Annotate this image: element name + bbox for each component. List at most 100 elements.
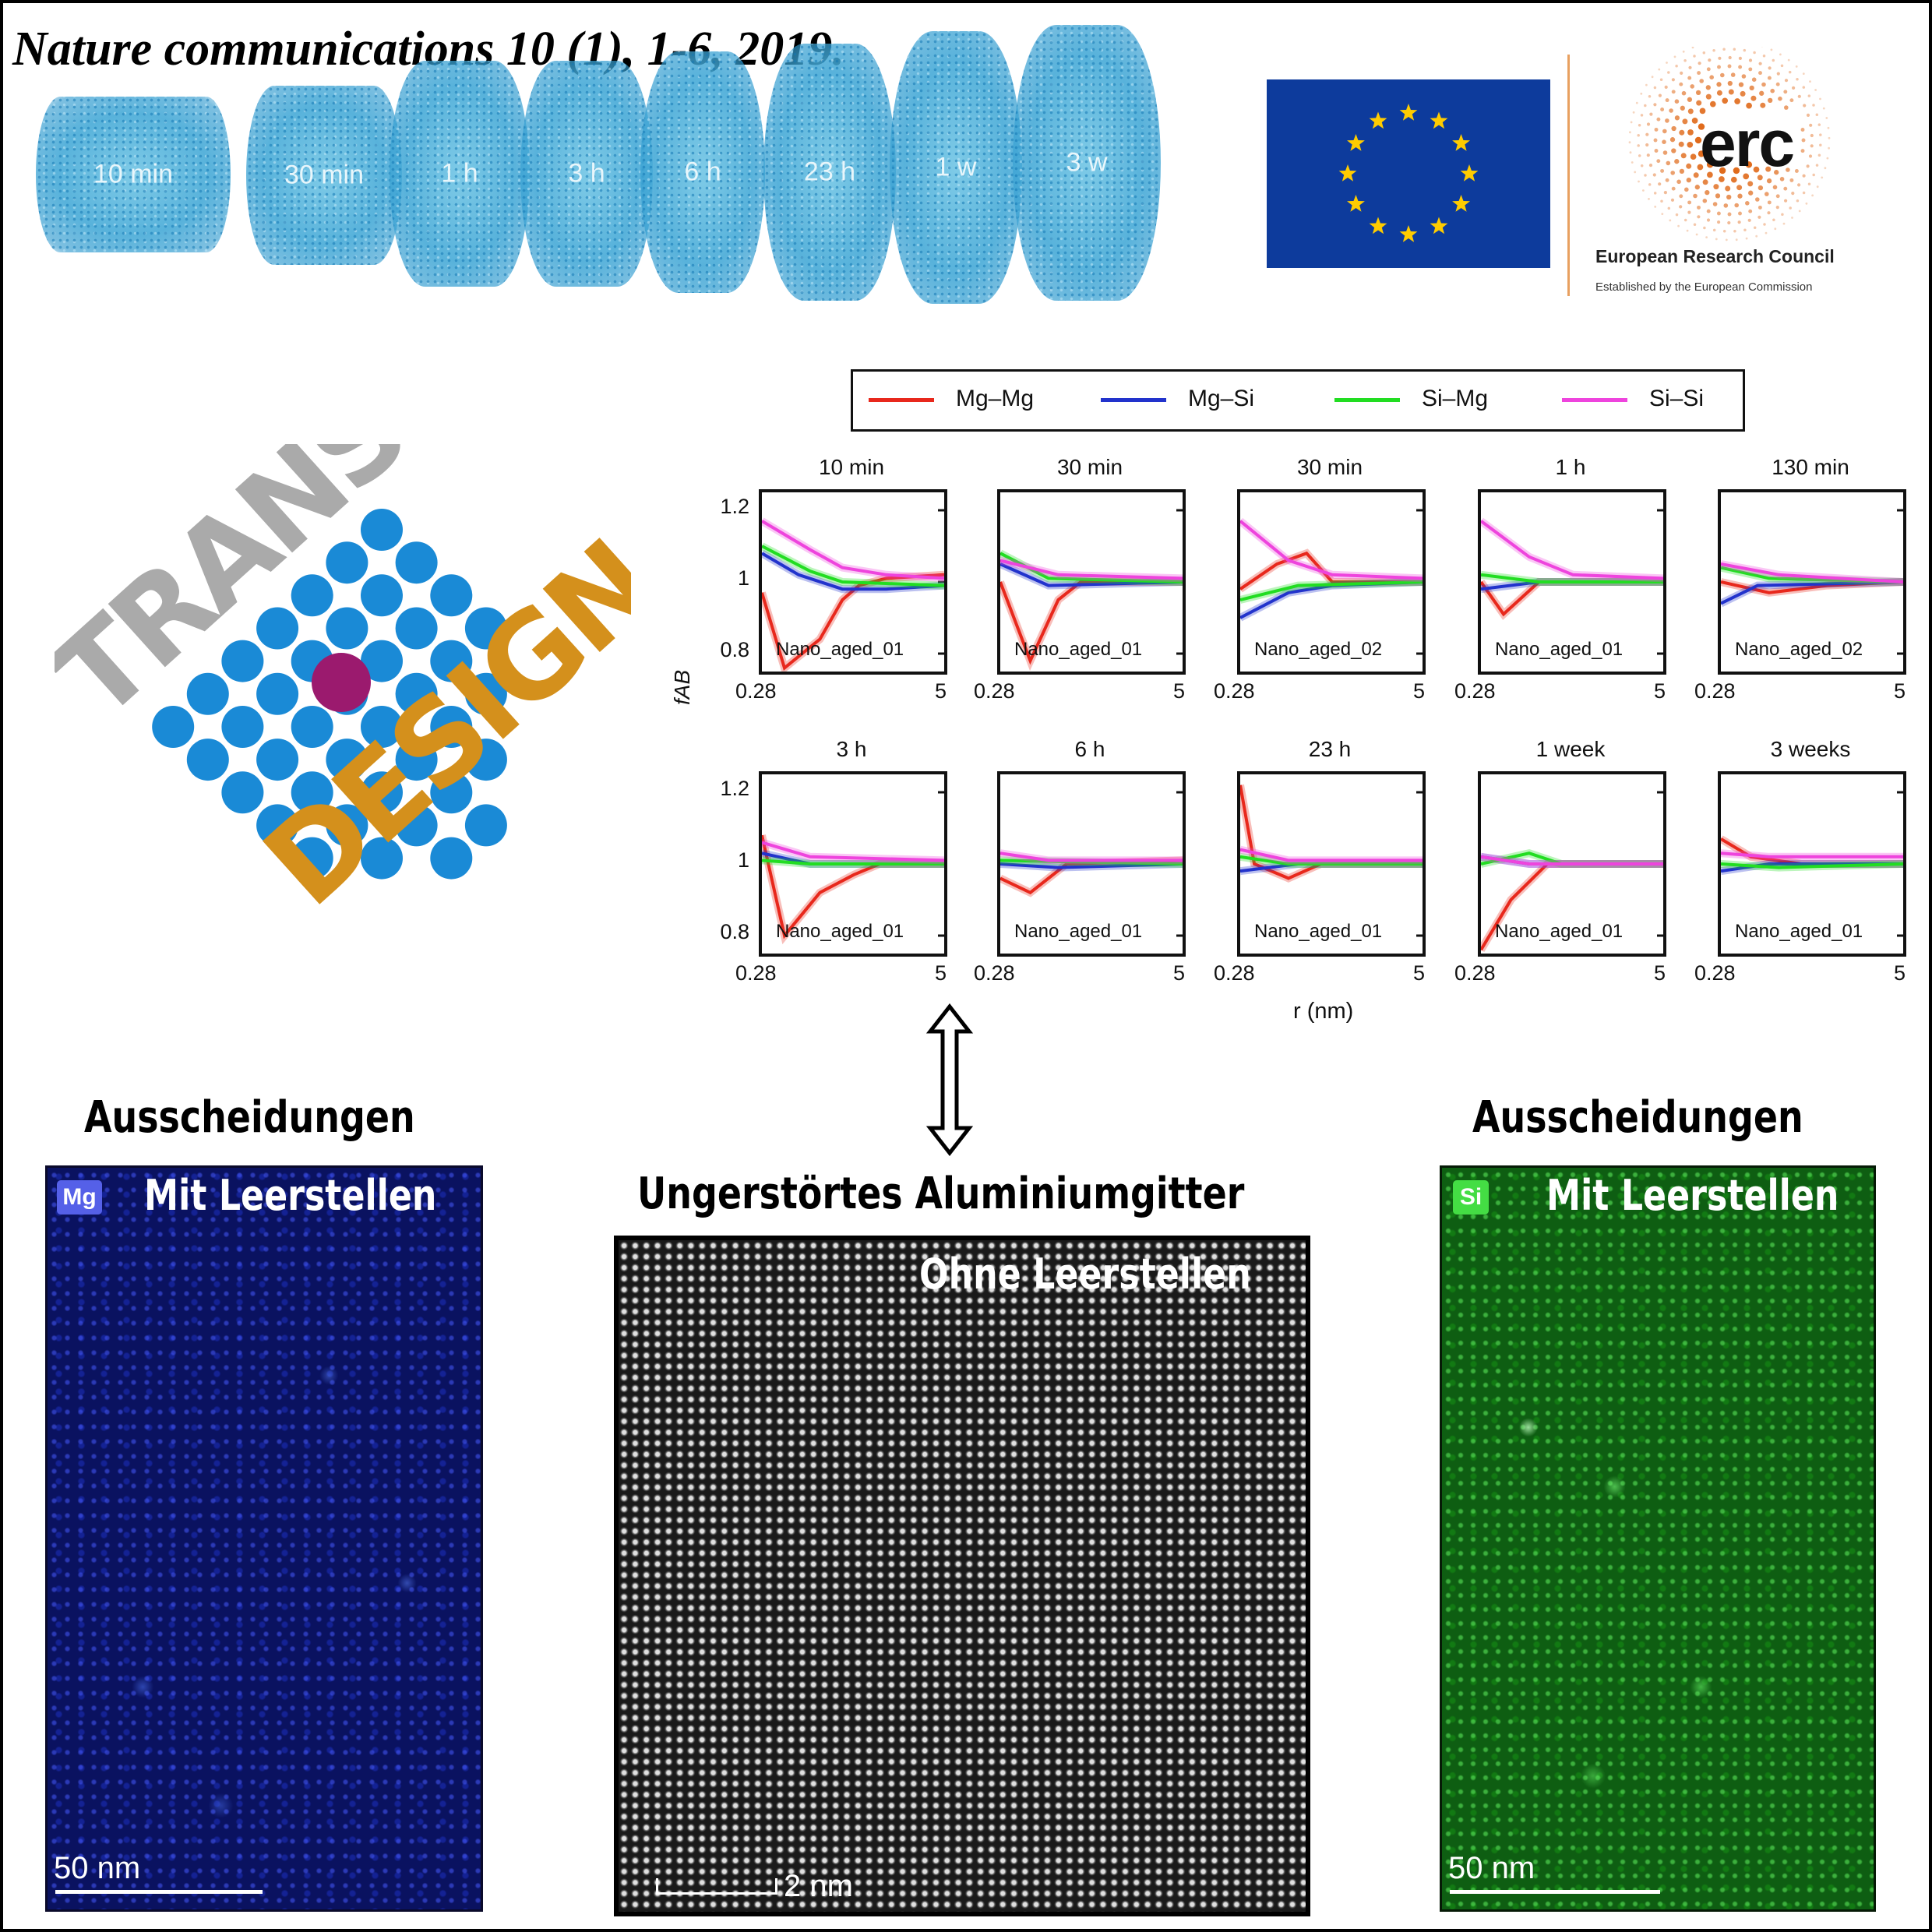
- erc-dot: [1634, 171, 1637, 174]
- apt-cylinder: 1 h: [390, 61, 530, 287]
- erc-dot: [1687, 76, 1692, 80]
- series-line: [1000, 858, 1183, 866]
- erc-dot: [1720, 72, 1725, 78]
- transdesign-atom: [256, 804, 299, 847]
- series-line: [1240, 855, 1423, 866]
- series-line: [762, 520, 944, 580]
- erc-dot: [1670, 198, 1675, 202]
- erc-dot: [1686, 229, 1689, 232]
- erc-dot: [1630, 121, 1633, 124]
- erc-dot: [1819, 133, 1822, 136]
- erc-dot: [1712, 228, 1716, 232]
- erc-dot: [1638, 180, 1640, 183]
- erc-dot: [1684, 187, 1689, 192]
- mg-overlay-text: Mit Leerstellen: [144, 1171, 437, 1220]
- erc-dot: [1826, 157, 1829, 160]
- erc-dot: [1719, 176, 1725, 182]
- erc-dot: [1674, 99, 1680, 104]
- lattice-overlay-text: Ohne Leerstellen: [919, 1250, 1251, 1299]
- y-tick-label: 1: [737, 848, 749, 872]
- plot-svg: [1481, 791, 1663, 952]
- legend-label: Si–Si: [1649, 386, 1705, 411]
- erc-dot: [1725, 185, 1731, 192]
- dataset-label: Nano_aged_01: [1735, 921, 1863, 942]
- erc-dot: [1765, 192, 1769, 196]
- erc-dot: [1800, 128, 1805, 132]
- x-tick-label: 5: [935, 679, 947, 703]
- erc-dot: [1683, 58, 1687, 62]
- erc-dot: [1809, 80, 1811, 83]
- si-scale-text: 50 nm: [1448, 1851, 1535, 1885]
- erc-dot: [1629, 151, 1632, 154]
- erc-dot: [1794, 169, 1799, 173]
- erc-dot: [1759, 90, 1765, 96]
- apt-cylinder: 3 w: [1013, 25, 1161, 301]
- erc-dot: [1827, 126, 1830, 129]
- erc-dot: [1686, 163, 1692, 169]
- erc-dot: [1674, 115, 1680, 121]
- erc-dot: [1765, 231, 1768, 234]
- series-line: [1240, 580, 1423, 601]
- plot-panel: Nano_aged_02: [1237, 489, 1426, 675]
- transdesign-atom: [395, 672, 438, 715]
- erc-dot: [1671, 186, 1676, 191]
- erc-dot: [1821, 176, 1824, 179]
- series-line: [1721, 851, 1903, 858]
- erc-dot: [1709, 100, 1716, 108]
- erc-dot: [1666, 62, 1668, 64]
- erc-dot: [1665, 178, 1669, 182]
- erc-dot: [1690, 153, 1697, 160]
- series-line: [1721, 580, 1903, 605]
- eu-star-icon: [1430, 217, 1448, 234]
- erc-dot: [1686, 177, 1691, 183]
- mg-scale-bar: [55, 1890, 263, 1894]
- erc-dot: [1730, 176, 1737, 183]
- erc-dot: [1797, 183, 1801, 187]
- erc-dot: [1699, 79, 1704, 83]
- series-line: [1000, 562, 1183, 587]
- erc-dot: [1807, 182, 1811, 186]
- erc-dot: [1699, 108, 1706, 115]
- transdesign-atom: [256, 672, 299, 715]
- apt-cylinder-label: 1 h: [441, 158, 478, 189]
- erc-dot: [1664, 85, 1668, 89]
- plot-svg: [1721, 509, 1903, 655]
- erc-dot: [1737, 220, 1741, 224]
- erc-dot: [1814, 89, 1817, 91]
- erc-dot: [1803, 104, 1807, 108]
- erc-dot: [1727, 212, 1732, 217]
- series-line: [762, 858, 944, 866]
- erc-dot: [1822, 107, 1825, 110]
- erc-dot: [1671, 125, 1676, 132]
- lattice-scale-text: 2 nm: [784, 1869, 853, 1903]
- erc-dot: [1733, 167, 1740, 175]
- erc-dot: [1693, 55, 1696, 58]
- erc-dot: [1687, 200, 1692, 205]
- erc-dot: [1791, 217, 1793, 219]
- dataset-label: Nano_aged_01: [776, 921, 904, 942]
- erc-dot: [1726, 194, 1732, 200]
- erc-dot: [1815, 164, 1819, 167]
- erc-dot: [1698, 123, 1705, 130]
- erc-dot: [1693, 172, 1699, 178]
- erc-dot: [1644, 174, 1647, 177]
- erc-dot: [1651, 76, 1654, 79]
- erc-dot: [1817, 153, 1821, 157]
- erc-dot: [1695, 90, 1701, 96]
- erc-dot: [1733, 48, 1736, 51]
- erc-dot: [1637, 133, 1640, 137]
- plot-panel: Nano_aged_01: [997, 771, 1186, 957]
- erc-dot: [1716, 82, 1722, 87]
- transdesign-atom: [186, 739, 229, 781]
- plot-panel: Nano_aged_01: [997, 489, 1186, 675]
- series-line: [1000, 862, 1183, 869]
- erc-dot: [1748, 67, 1753, 72]
- apt-cylinder: 10 min: [36, 97, 231, 252]
- x-tick-label: 5: [1173, 679, 1186, 703]
- erc-dot: [1738, 211, 1742, 216]
- x-tick-label: 5: [1413, 961, 1426, 985]
- erc-dot: [1727, 80, 1733, 86]
- eu-star-icon: [1460, 164, 1479, 182]
- erc-dot: [1702, 51, 1706, 55]
- dataset-label: Nano_aged_01: [1495, 639, 1624, 660]
